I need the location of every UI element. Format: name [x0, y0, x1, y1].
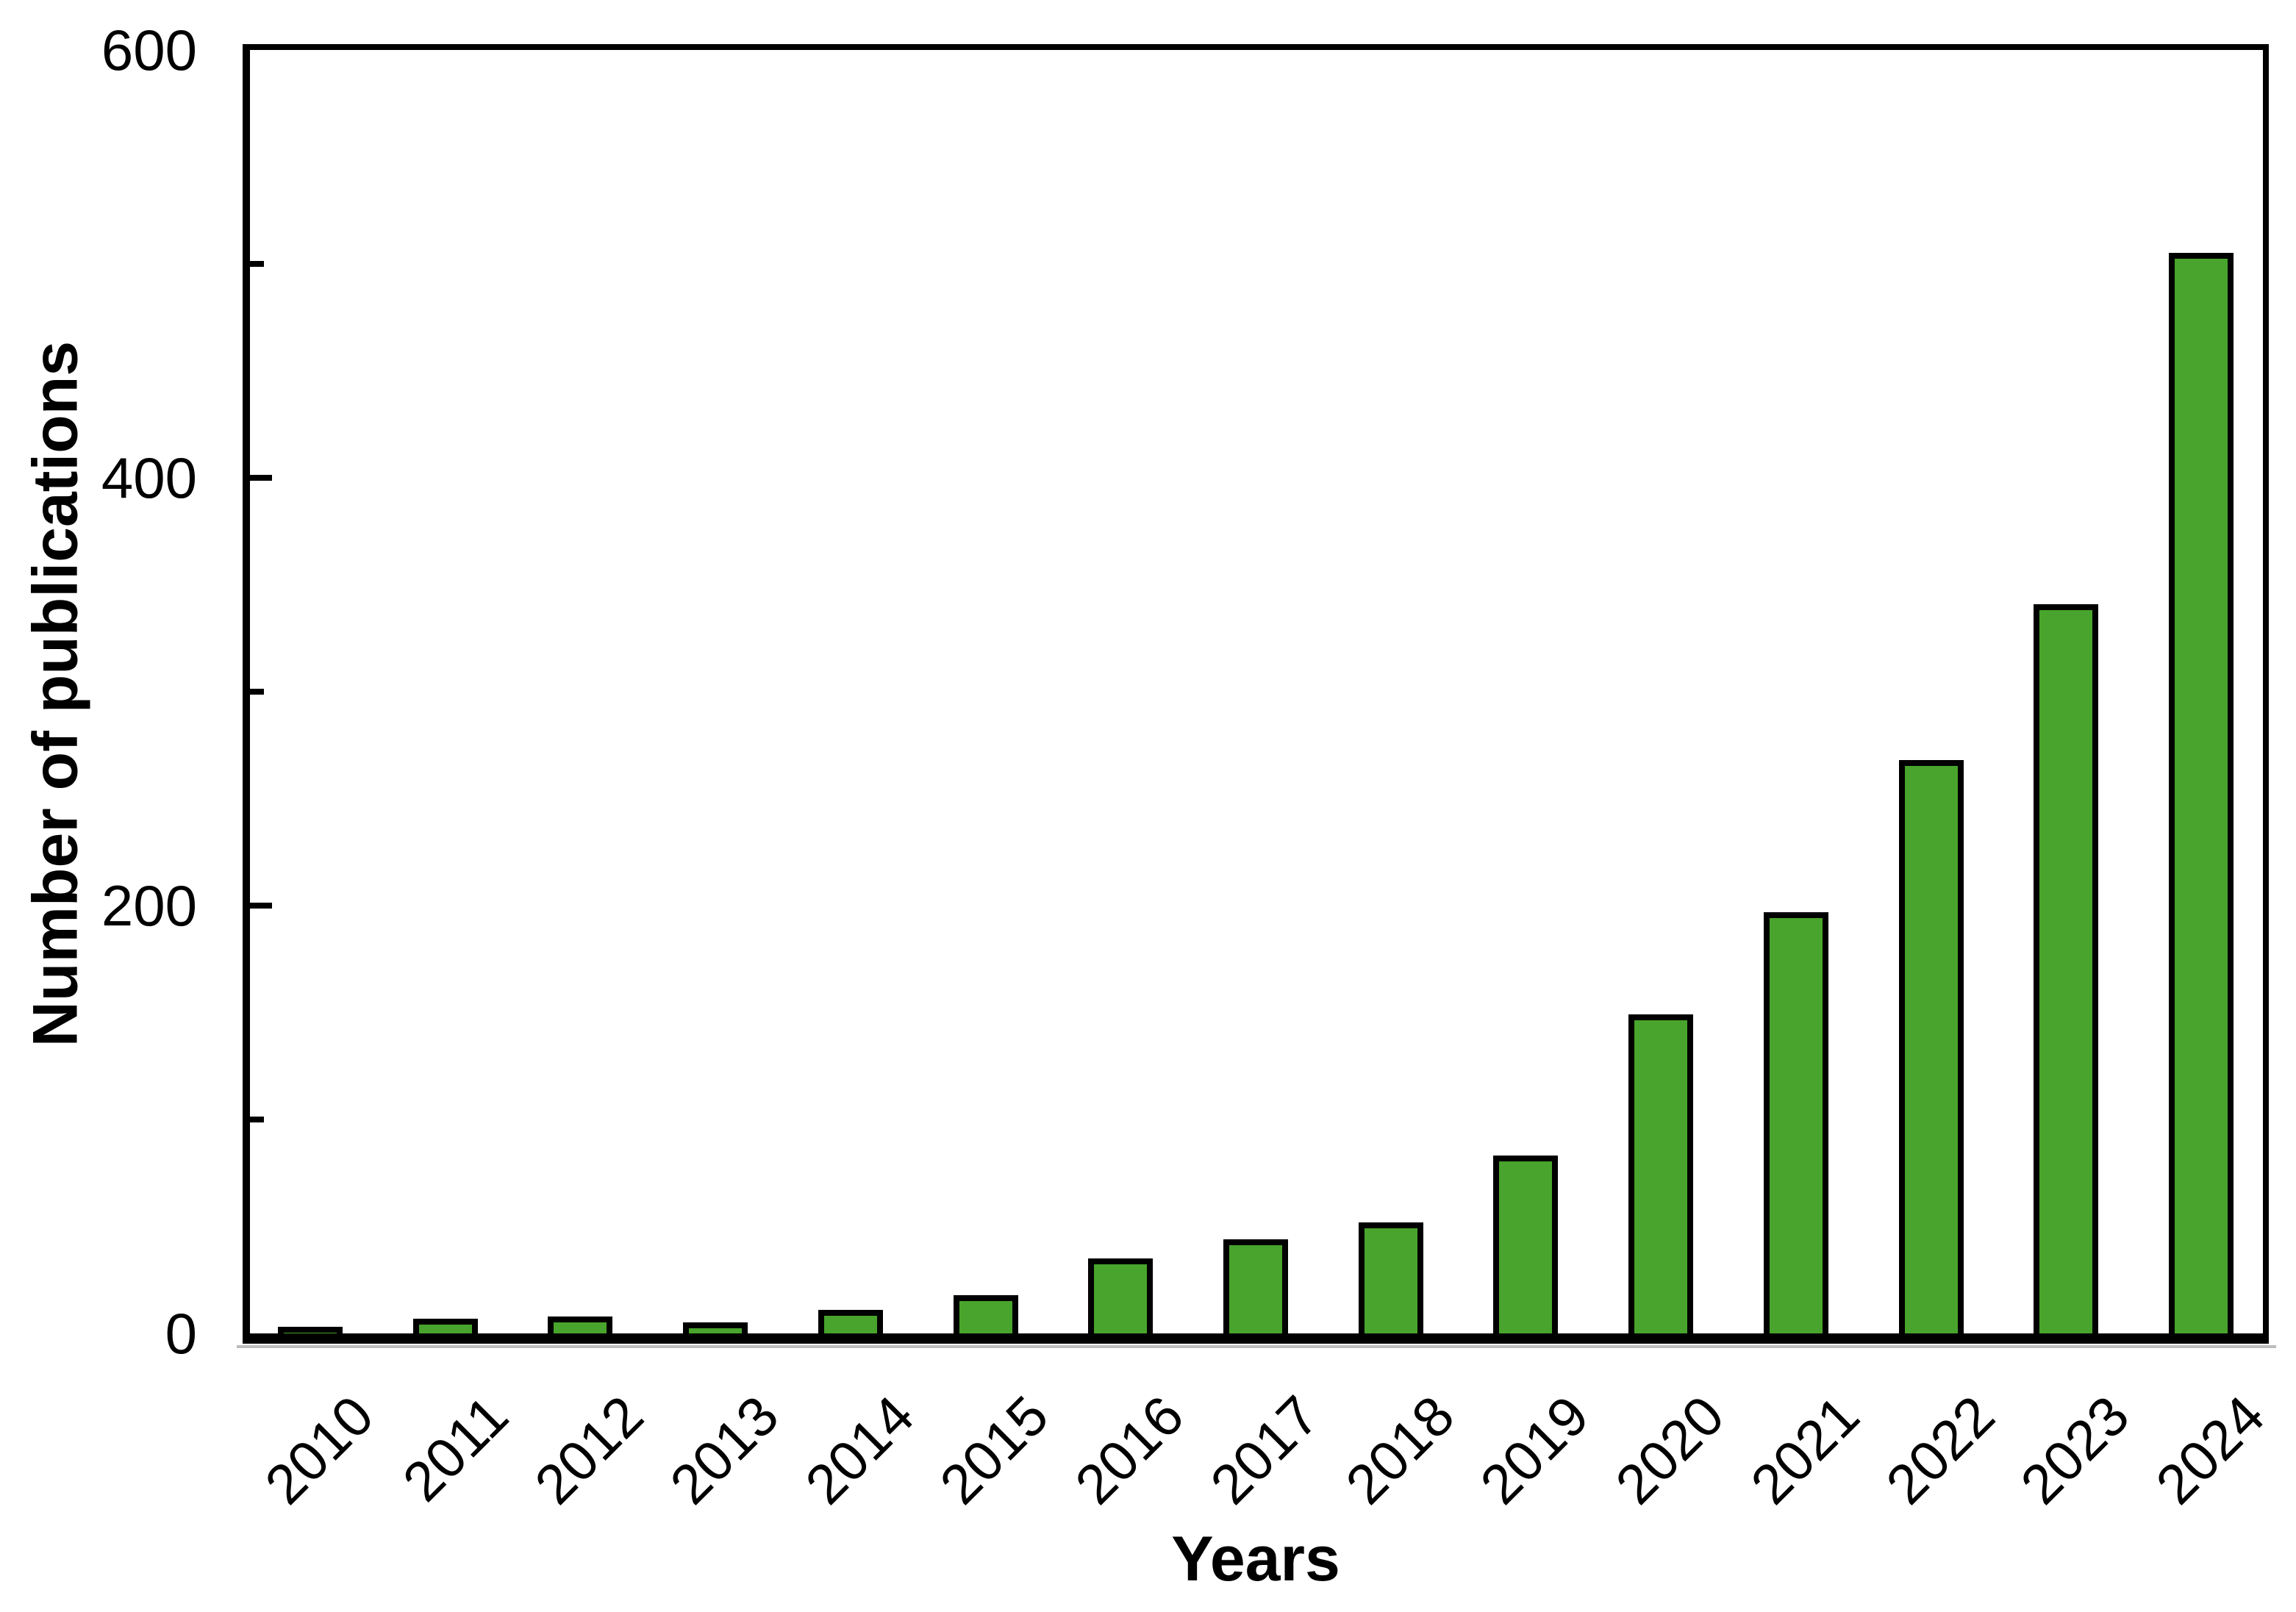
x-axis-title: Years — [1171, 1524, 1340, 1594]
x-tick-label-2012: 2012 — [523, 1384, 656, 1516]
bar-2023 — [2034, 604, 2098, 1333]
y-axis-title: Number of publications — [20, 340, 91, 1047]
bar-2017 — [1223, 1239, 1288, 1333]
bar-2014 — [818, 1310, 883, 1333]
x-tick-label-2010: 2010 — [253, 1384, 386, 1516]
y-tick-300-minor — [250, 689, 264, 695]
y-tick-label-600: 600 — [101, 18, 197, 82]
x-tick-label-2023: 2023 — [2009, 1384, 2142, 1516]
y-tick-100-minor — [250, 1117, 264, 1122]
bar-2015 — [954, 1295, 1018, 1333]
x-tick-label-2021: 2021 — [1739, 1384, 1872, 1516]
x-tick-label-2018: 2018 — [1334, 1384, 1467, 1516]
x-tick-label-2013: 2013 — [658, 1384, 791, 1516]
bar-2012 — [548, 1317, 612, 1333]
y-tick-label-0: 0 — [165, 1301, 197, 1366]
x-tick-label-2022: 2022 — [1874, 1384, 2006, 1516]
x-tick-label-2016: 2016 — [1063, 1384, 1196, 1516]
bar-2022 — [1899, 760, 1964, 1333]
y-tick-500-minor — [250, 261, 264, 267]
bar-2010 — [278, 1327, 343, 1333]
bar-2018 — [1359, 1222, 1423, 1333]
bar-2019 — [1493, 1156, 1558, 1333]
bar-2011 — [413, 1319, 478, 1333]
x-tick-label-2024: 2024 — [2144, 1384, 2277, 1516]
y-tick-400-major — [250, 475, 272, 481]
x-tick-label-2020: 2020 — [1603, 1384, 1737, 1516]
x-tick-label-2017: 2017 — [1198, 1384, 1331, 1516]
x-tick-label-2011: 2011 — [391, 1384, 521, 1514]
bar-2016 — [1088, 1258, 1153, 1333]
axis-baseline-shadow — [237, 1345, 2276, 1348]
bar-2013 — [683, 1322, 748, 1333]
y-tick-label-200: 200 — [101, 873, 197, 938]
x-tick-label-2019: 2019 — [1469, 1384, 1601, 1516]
x-tick-label-2014: 2014 — [793, 1384, 926, 1516]
x-tick-label-2015: 2015 — [929, 1384, 1061, 1516]
y-tick-200-major — [250, 903, 272, 909]
plot-frame — [243, 44, 2269, 1344]
bar-2021 — [1764, 912, 1828, 1333]
bar-2020 — [1628, 1014, 1693, 1333]
bar-2024 — [2169, 253, 2234, 1333]
y-tick-label-400: 400 — [101, 445, 197, 510]
